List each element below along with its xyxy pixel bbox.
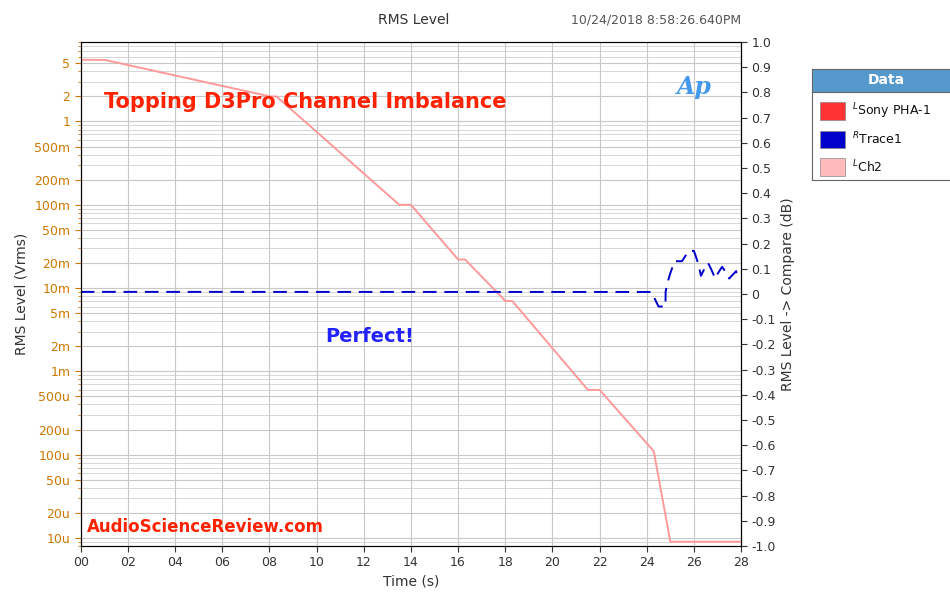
X-axis label: Time (s): Time (s): [383, 575, 439, 589]
Text: $^{L}$Ch2: $^{L}$Ch2: [852, 158, 883, 175]
FancyBboxPatch shape: [820, 131, 845, 148]
Text: $^{L}$Sony PHA-1: $^{L}$Sony PHA-1: [852, 101, 931, 121]
Y-axis label: RMS Level (Vrms): RMS Level (Vrms): [14, 233, 28, 355]
FancyBboxPatch shape: [820, 103, 845, 120]
Text: 10/24/2018 8:58:26.640PM: 10/24/2018 8:58:26.640PM: [571, 13, 741, 26]
Text: Topping D3Pro Channel Imbalance: Topping D3Pro Channel Imbalance: [104, 92, 506, 112]
Text: $^{R}$Trace1: $^{R}$Trace1: [852, 131, 902, 148]
Text: Ap: Ap: [676, 75, 712, 99]
Y-axis label: RMS Level -> Compare (dB): RMS Level -> Compare (dB): [782, 197, 795, 391]
Text: RMS Level: RMS Level: [377, 13, 449, 27]
Text: AudioScienceReview.com: AudioScienceReview.com: [87, 518, 324, 536]
Text: Perfect!: Perfect!: [325, 328, 414, 346]
FancyBboxPatch shape: [820, 158, 845, 176]
Text: Data: Data: [867, 73, 904, 88]
